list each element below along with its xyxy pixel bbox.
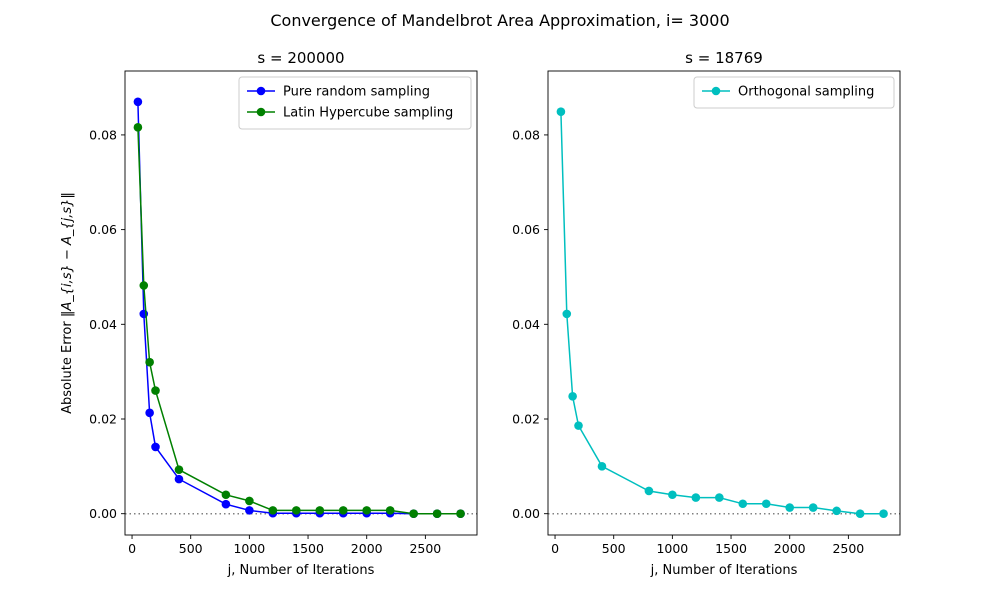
y-tick-label: 0.02 [89,412,117,427]
data-point [715,493,724,502]
data-point [145,408,154,418]
y-tick-label: 0.08 [512,127,540,142]
data-point [139,281,149,290]
panel-2: s = 18769 0 500 1000 1500 2000 2500 0.00 0.02 0.0… [512,49,901,578]
data-point [644,486,654,496]
x-tick-label: 2000 [774,541,806,556]
data-point [245,506,254,515]
data-point [556,107,566,117]
data-point [691,493,701,502]
x-axis-label: j, Number of Iterations [227,563,375,578]
x-tick-label: 500 [602,541,626,556]
x-tick-label: 1000 [233,541,265,556]
data-point [338,506,348,515]
data-point [574,421,583,430]
legend-box [238,76,472,130]
x-tick-label: 1500 [292,541,324,556]
axes-frame [547,70,901,536]
y-tick-label: 0.04 [89,317,117,332]
panel-1: s = 200000 0 500 1000 1500 2000 2500 0.00 0.02 0.… [60,49,478,578]
y-tick-label: 0.08 [89,127,117,142]
data-point [785,503,795,512]
data-point [738,499,748,509]
x-tick-label: 1000 [656,541,688,556]
series-line [560,111,884,515]
legend-marker [256,86,266,96]
legend: Orthogonal sampling [693,76,895,109]
legend-label: Orthogonal sampling [738,85,874,100]
y-tick-label: 0.00 [512,506,540,521]
data-point [151,386,160,395]
data-point [292,506,301,515]
data-point [832,506,841,516]
data-point [315,506,325,515]
legend-box [693,76,895,109]
data-point [245,496,254,506]
y-tick-label: 0.00 [89,506,117,521]
data-point [221,490,231,500]
x-tick-label: 0 [128,541,136,556]
legend: Pure random sampling Latin Hypercube samp… [238,76,472,130]
axes-frame [124,70,478,536]
data-point [808,503,818,512]
panel-title: s = 18769 [685,49,763,67]
data-point [268,506,278,515]
data-point [221,499,231,509]
series-line [137,101,461,515]
data-point [432,509,442,518]
data-point [385,506,395,515]
data-point [668,490,677,500]
data-point [456,509,465,518]
y-tick-label: 0.02 [512,412,540,427]
y-axis-label: Absolute Error ‖A_{i,s} − A_{j,s}‖ [60,192,75,414]
x-tick-label: 1500 [715,541,747,556]
data-point [133,97,143,107]
x-tick-label: 0 [551,541,559,556]
legend-marker [711,86,721,96]
x-axis-label: j, Number of Iterations [650,563,798,578]
data-point [597,462,607,471]
data-point [562,309,572,319]
figure-title: Convergence of Mandelbrot Area Approxima… [270,11,729,30]
legend-label: Pure random sampling [283,85,430,100]
y-tick-label: 0.04 [512,317,540,332]
data-point [761,499,771,509]
legend-marker [256,107,266,117]
data-point [174,474,184,484]
y-tick-label: 0.06 [89,222,117,237]
x-tick-label: 2500 [409,541,441,556]
data-point [151,442,160,452]
series-line [137,127,461,515]
data-point [145,357,154,367]
x-tick-label: 2500 [832,541,864,556]
x-tick-label: 500 [179,541,203,556]
panel-title: s = 200000 [257,49,344,67]
legend-label: Latin Hypercube sampling [283,106,453,121]
data-point [133,123,143,132]
data-point [568,391,577,401]
data-point [174,465,184,474]
y-tick-label: 0.06 [512,222,540,237]
data-point [409,509,418,518]
x-tick-label: 2000 [351,541,383,556]
data-point [879,509,888,518]
data-point [855,509,865,518]
data-point [362,506,372,515]
